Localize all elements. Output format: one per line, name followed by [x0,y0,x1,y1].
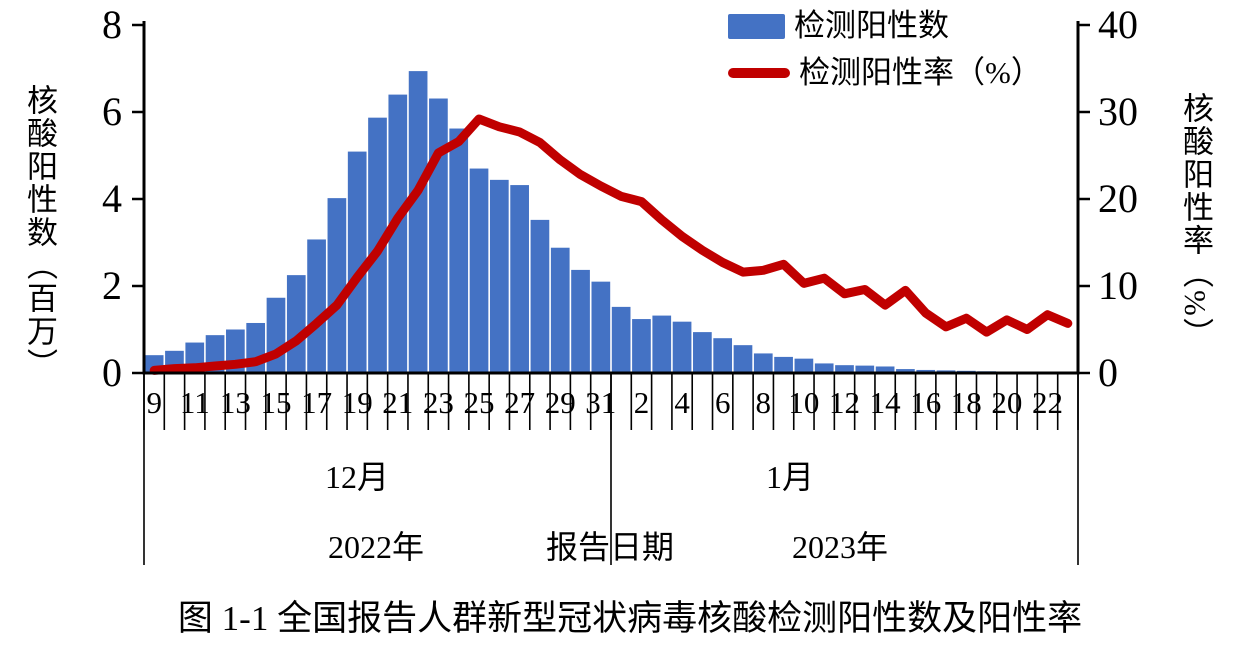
day-label: 17 [301,385,332,420]
day-label: 8 [756,385,772,420]
right-axis-tick-label: 20 [1098,176,1138,221]
right-axis-tick-label: 40 [1098,2,1138,47]
bar-01-05 [693,332,712,373]
day-label: 2 [634,385,650,420]
legend-item-positive-count: 检测阳性数 [728,8,1042,44]
bar-01-07 [733,345,753,373]
figure-caption: 图 1-1 全国报告人群新型冠状病毒核酸检测阳性数及阳性率 [177,599,1083,638]
right-axis-tick-label: 0 [1098,350,1118,395]
bar-12-19 [347,151,367,373]
day-label: 6 [715,385,731,420]
month-label-december: 12月 [324,459,390,495]
bar-swatch-icon [728,13,785,39]
year-label-2022: 2022年 [327,529,425,565]
day-label: 29 [545,385,576,420]
bar-01-13 [855,365,875,374]
day-label: 25 [464,385,495,420]
day-label: 10 [788,385,819,420]
bar-01-12 [835,365,854,373]
bar-12-26 [489,179,509,373]
bar-01-10 [794,358,814,373]
right-axis-title: 核酸阳性率（%） [1178,92,1213,351]
left-axis-tick-label: 2 [102,263,122,308]
bar-01-03 [652,315,672,373]
day-label: 18 [951,385,982,420]
left-axis-title: 核酸阳性数（百万） [22,84,57,381]
day-label: 12 [829,385,860,420]
bar-01-15 [896,369,915,373]
bar-12-17 [307,239,326,373]
bar-01-16 [916,369,936,373]
bar-12-30 [571,269,590,373]
bar-12-18 [327,198,347,373]
day-label: 21 [382,385,413,420]
bar-01-11 [814,363,834,373]
right-axis-tick-label: 30 [1098,89,1138,134]
bar-12-16 [286,275,306,374]
positive-rate-line [149,114,1073,375]
bar-12-29 [550,247,570,373]
bar-12-28 [530,219,550,373]
bar-01-04 [672,321,692,373]
legend-label-positive-count: 检测阳性数 [794,8,949,43]
day-label: 27 [504,385,535,420]
bar-12-24 [449,128,469,373]
bar-01-09 [774,356,793,373]
day-label: 23 [423,385,454,420]
day-label: 9 [146,385,162,420]
bar-01-01 [611,306,631,373]
day-label: 11 [180,385,210,420]
left-axis-tick-label: 0 [102,350,122,395]
bar-12-27 [510,185,529,373]
bar-12-23 [429,98,448,374]
bar-12-25 [469,168,489,373]
bar-12-31 [591,281,611,373]
x-axis-title: 报告日期 [545,529,675,565]
day-label: 14 [870,385,902,420]
day-label: 13 [220,385,251,420]
left-axis-tick-label: 6 [102,89,122,134]
day-label: 15 [261,385,292,420]
line-swatch-icon [728,68,790,78]
legend: 检测阳性数 检测阳性率（%） [728,8,1042,102]
bar-01-06 [713,338,733,373]
bar-12-15 [266,297,286,373]
legend-item-positive-rate: 检测阳性率（%） [728,55,1042,91]
day-label: 20 [991,385,1022,420]
year-label-2023: 2023年 [791,529,889,565]
day-label: 22 [1032,385,1063,420]
right-axis-tick-label: 10 [1098,263,1138,308]
month-label-january: 1月 [765,459,815,495]
day-label: 16 [910,385,941,420]
bar-12-22 [408,71,428,374]
bar-01-08 [753,353,773,373]
day-label: 4 [674,385,690,420]
legend-label-positive-rate: 检测阳性率（%） [799,55,1042,90]
left-axis-tick-label: 8 [102,2,122,47]
bar-01-02 [632,319,651,373]
left-axis-tick-label: 4 [102,176,122,221]
day-label: 19 [342,385,373,420]
bar-01-14 [875,366,895,373]
bar-12-21 [388,94,408,373]
